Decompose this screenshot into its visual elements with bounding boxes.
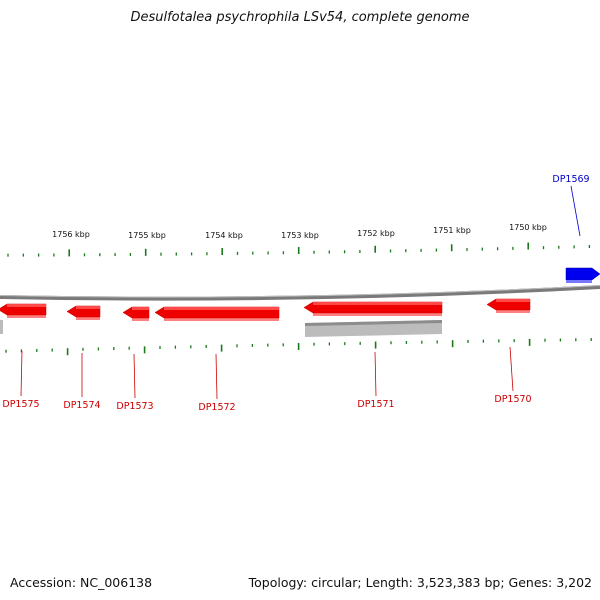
genome-title: Desulfotalea psychrophila LSv54, complet…	[130, 10, 470, 25]
gene-arrow-shadow	[76, 317, 100, 320]
accession-label: Accession: NC_006138	[10, 575, 153, 590]
gene-arrow-shadow	[164, 318, 279, 321]
gene-label-dp1574[interactable]: DP1574	[63, 400, 100, 411]
gray-feature-bar	[0, 320, 3, 334]
gene-arrow-shadow	[7, 315, 46, 318]
leader-line-dp1573	[133, 353, 136, 399]
gene-label-dp1572[interactable]: DP1572	[198, 402, 235, 413]
gene-labels: DP1569 DP1570 DP1571 DP1572 DP1573 DP1574 DP15…	[2, 174, 589, 413]
kbp-label: 1752 kbp	[357, 229, 395, 238]
gene-arrow-shadow	[132, 318, 149, 321]
kbp-scale-labels: 1756 kbp 1755 kbp 1754 kbp 1753 kbp 1752 kbp…	[52, 223, 547, 240]
gene-label-dp1575[interactable]: DP1575	[2, 399, 39, 410]
gene-arrow-highlight	[132, 307, 149, 310]
genome-backbone	[0, 285, 600, 301]
upper-scale-ticks	[7, 242, 591, 257]
gray-feature-edge	[305, 320, 442, 326]
gene-label-dp1571[interactable]: DP1571	[357, 399, 394, 410]
kbp-label: 1754 kbp	[205, 231, 243, 240]
lower-scale-ticks	[5, 338, 592, 356]
gene-arrow-highlight	[7, 304, 46, 307]
gene-arrow-highlight	[313, 302, 442, 305]
leader-line-dp1570	[509, 346, 514, 392]
kbp-label: 1756 kbp	[52, 230, 90, 239]
gene-arrow-shadow	[313, 313, 442, 316]
kbp-label: 1755 kbp	[128, 231, 166, 240]
gene-arrow-shadow	[566, 280, 592, 283]
kbp-label: 1750 kbp	[509, 223, 547, 232]
gene-arrow-highlight	[164, 307, 279, 310]
gene-features	[0, 267, 600, 337]
kbp-label: 1751 kbp	[433, 226, 471, 235]
leader-line-dp1575	[20, 350, 23, 397]
gene-arrow-highlight	[76, 306, 100, 309]
gene-arrow-highlight	[496, 299, 530, 302]
leader-line-dp1571	[374, 351, 377, 397]
gene-label-dp1569[interactable]: DP1569	[552, 174, 589, 185]
gene-label-dp1573[interactable]: DP1573	[116, 401, 153, 412]
leader-line-dp1569	[570, 185, 581, 237]
kbp-label: 1753 kbp	[281, 231, 319, 240]
gene-arrow-dp1569[interactable]	[565, 267, 600, 281]
gene-arrow-shadow	[496, 310, 530, 313]
leader-line-dp1572	[215, 353, 218, 400]
gene-label-dp1570[interactable]: DP1570	[494, 394, 531, 405]
genome-summary-label: Topology: circular; Length: 3,523,383 bp…	[248, 575, 592, 590]
